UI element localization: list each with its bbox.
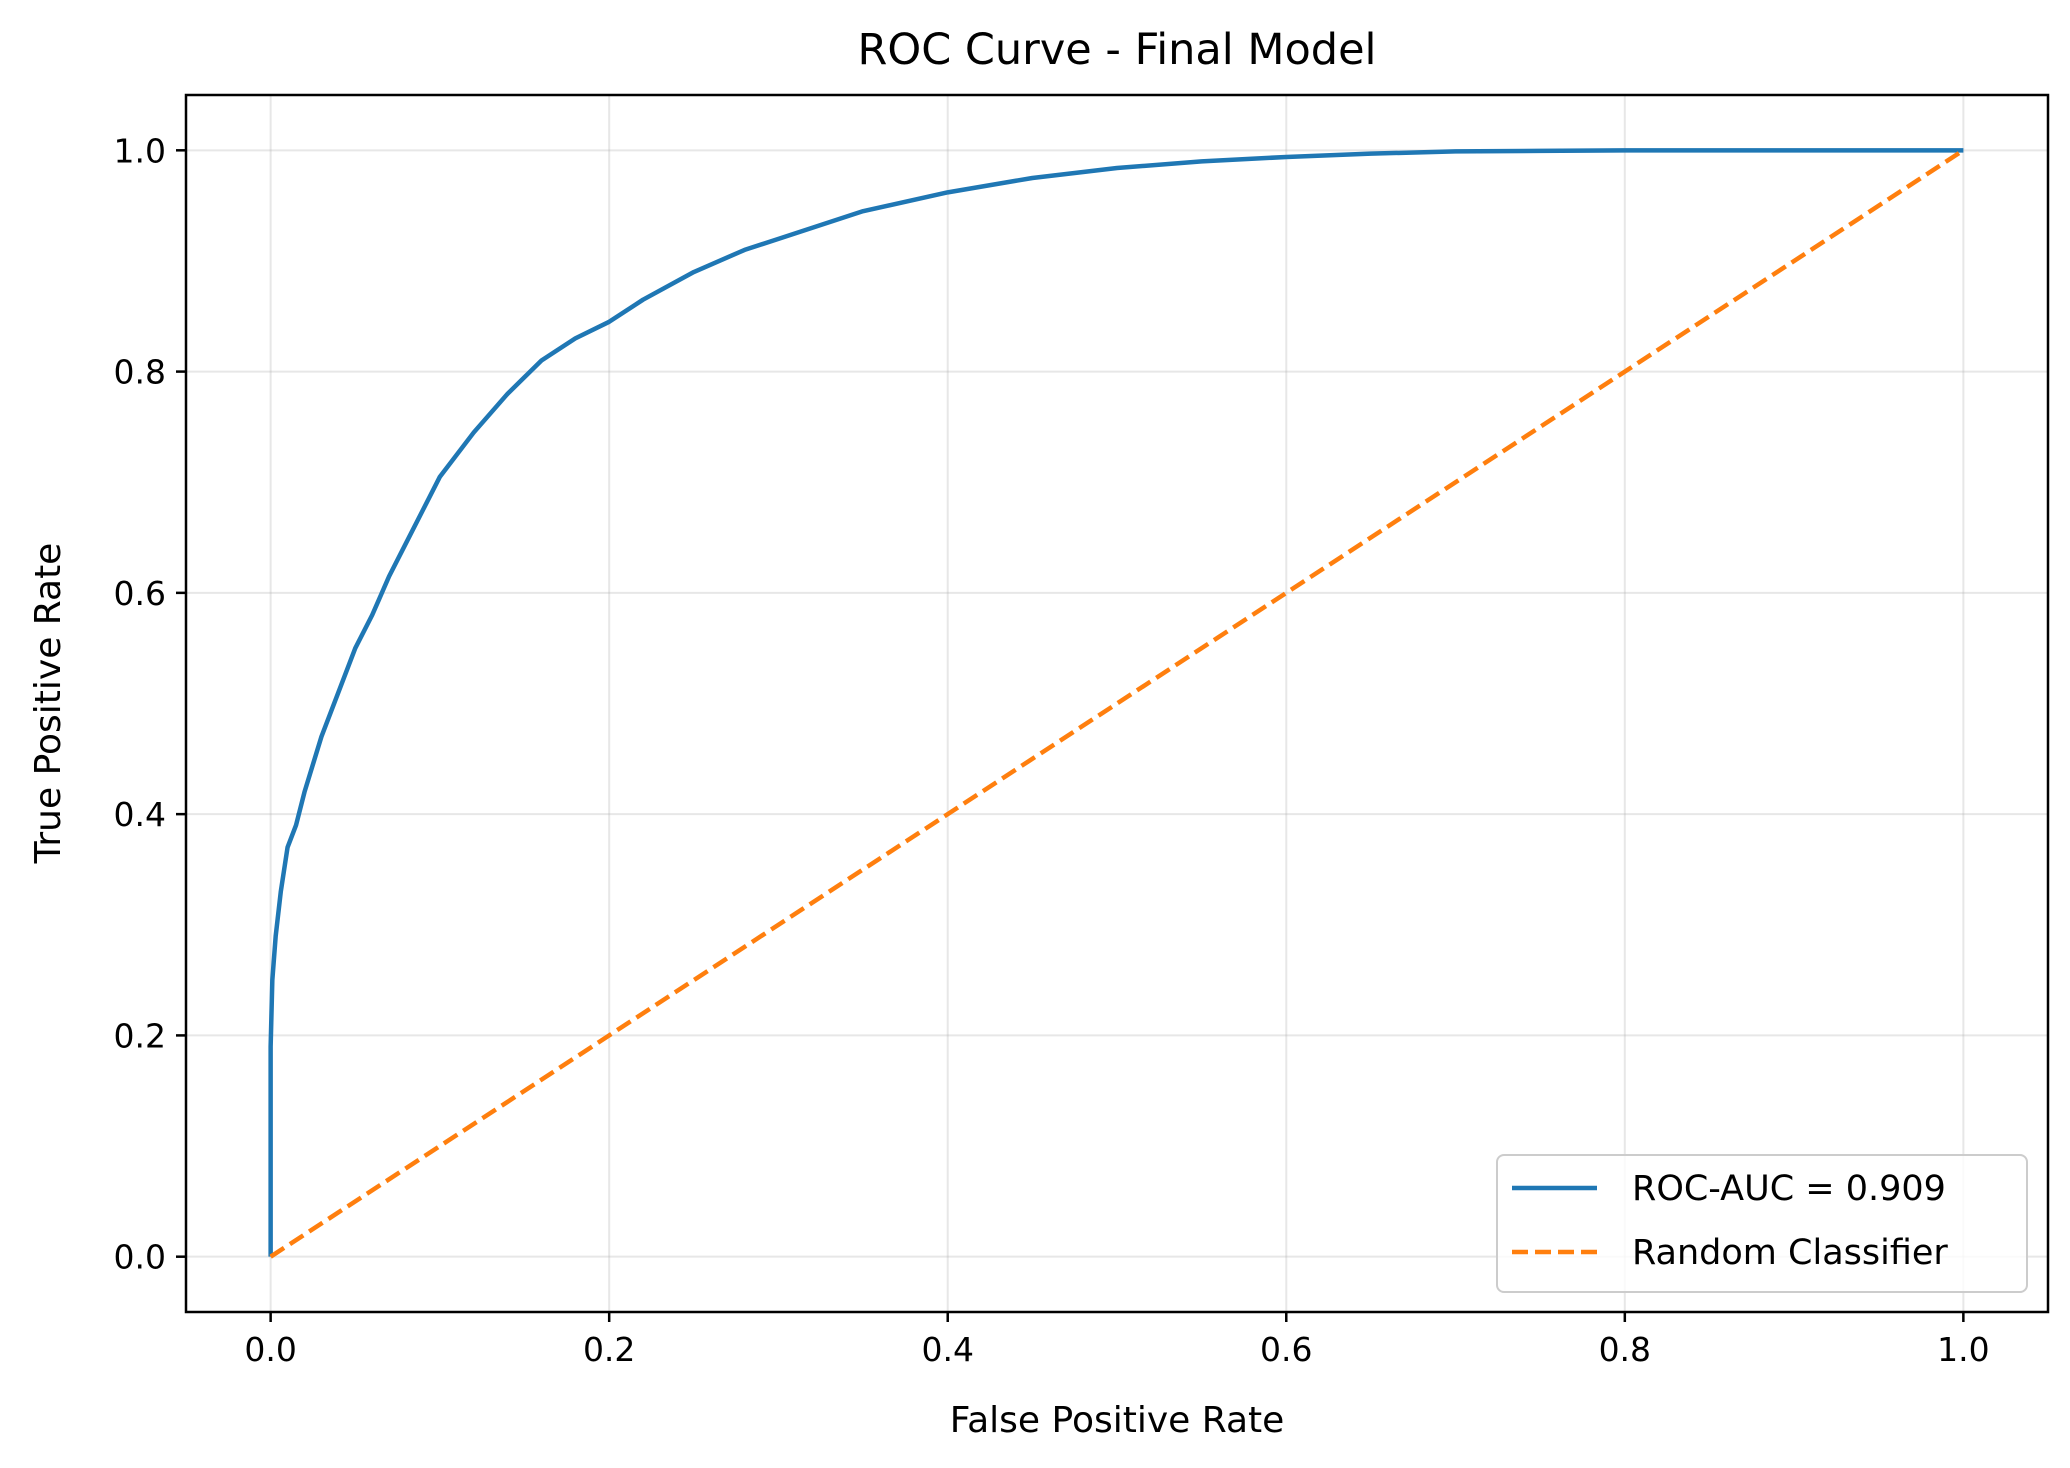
roc-curve-line [268,148,1964,1257]
x-tick-label: 0.4 [921,1330,973,1369]
y-axis-label: True Positive Rate [28,543,69,865]
x-tick-label: 0.2 [583,1330,635,1369]
legend-box [1496,1154,2028,1293]
chart-title: ROC Curve - Final Model [857,25,1376,75]
grid [186,95,2048,1312]
y-tick-label: 1.0 [114,131,166,170]
plot-series [268,148,1965,1259]
y-axis-ticks: 0.0 0.2 0.4 0.6 0.8 1.0 [114,131,186,1277]
legend-label-random: Random Classifier [1632,1233,1948,1273]
y-tick-label: 0.6 [114,574,166,613]
legend-label-roc: ROC-AUC = 0.909 [1632,1169,1946,1209]
x-tick-label: 1.0 [1937,1330,1989,1369]
x-tick-label: 0.8 [1599,1330,1651,1369]
y-tick-label: 0.0 [114,1238,166,1277]
x-axis-label: False Positive Rate [950,1400,1285,1441]
y-tick-label: 0.4 [114,795,166,834]
legend: ROC-AUC = 0.909 Random Classifier [1496,1154,2028,1293]
random-classifier-line [269,148,1965,1259]
plot-frame [184,93,2050,1314]
y-tick-label: 0.2 [114,1016,166,1055]
x-axis-ticks: 0.0 0.2 0.4 0.6 0.8 1.0 [244,1312,1990,1369]
x-tick-label: 0.6 [1260,1330,1312,1369]
x-tick-label: 0.0 [244,1330,296,1369]
y-tick-label: 0.8 [114,353,166,392]
